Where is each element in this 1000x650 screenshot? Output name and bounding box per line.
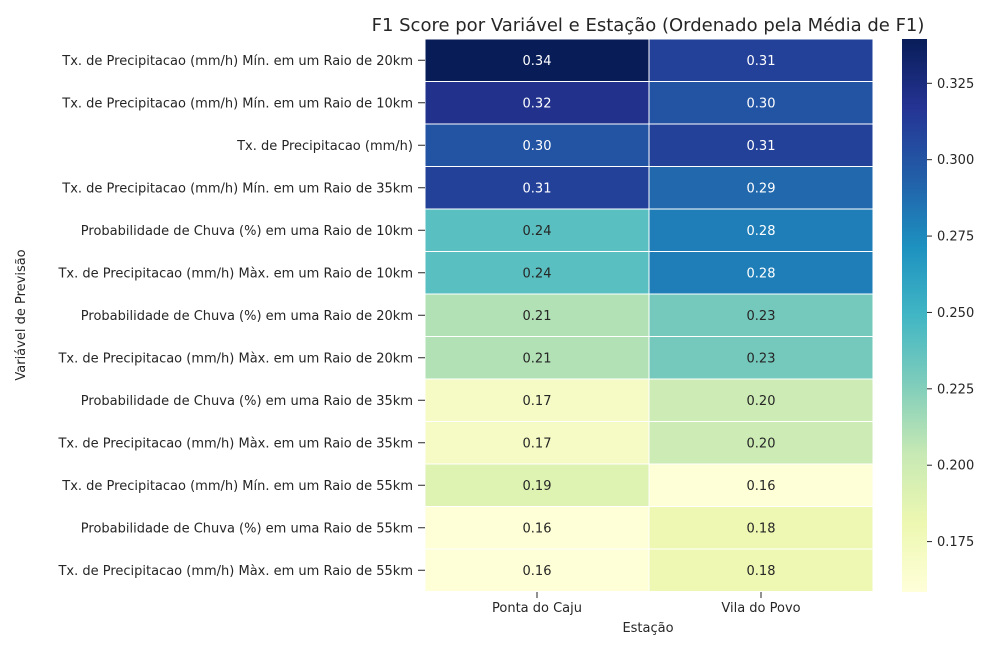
colorbar xyxy=(902,39,927,592)
y-tick-labels: Tx. de Precipitacao (mm/h) Mín. em um Ra… xyxy=(57,54,425,579)
cell-value-label: 0.28 xyxy=(747,224,776,239)
colorbar-tick-label: 0.325 xyxy=(937,77,974,92)
cell-value-label: 0.20 xyxy=(747,394,776,409)
cell-value-label: 0.16 xyxy=(523,564,552,579)
cell-value-label: 0.24 xyxy=(523,266,552,281)
cell-value-label: 0.16 xyxy=(747,479,776,494)
heatmap-cell xyxy=(648,251,874,295)
x-tick-labels: Ponta do Caju Vila do Povo xyxy=(492,592,801,616)
colorbar-tick-label: 0.275 xyxy=(937,230,974,245)
colorbar-ticks: 0.175 0.200 0.225 0.250 0.275 0.300 0.325 xyxy=(927,77,974,550)
heatmap-cell xyxy=(648,208,874,252)
heatmap-cell xyxy=(648,421,874,465)
cell-value-label: 0.23 xyxy=(747,309,776,324)
heatmap-cell xyxy=(648,123,874,167)
cell-value-label: 0.18 xyxy=(747,564,776,579)
colorbar-tick-label: 0.175 xyxy=(937,535,974,550)
cell-value-label: 0.23 xyxy=(747,351,776,366)
colorbar-tick-label: 0.300 xyxy=(937,153,974,168)
cell-value-label: 0.34 xyxy=(523,54,552,69)
heatmap-cell xyxy=(424,38,650,82)
cell-value-label: 0.24 xyxy=(523,224,552,239)
heatmap-cell xyxy=(424,506,650,550)
cell-value-label: 0.21 xyxy=(523,351,552,366)
heatmap-cell xyxy=(424,421,650,465)
cell-value-label: 0.30 xyxy=(747,96,776,111)
x-axis-label: Estação xyxy=(622,621,673,636)
y-axis-label: Variável de Previsão xyxy=(14,249,29,380)
heatmap-cell xyxy=(648,293,874,337)
y-tick-label: Probabilidade de Chuva (%) em uma Raio d… xyxy=(81,521,413,536)
cell-value-label: 0.32 xyxy=(523,96,552,111)
colorbar-tick-label: 0.200 xyxy=(937,459,974,474)
chart-title: F1 Score por Variável e Estação (Ordenad… xyxy=(372,15,925,36)
heatmap-cell xyxy=(648,378,874,422)
y-tick-label: Tx. de Precipitacao (mm/h) Màx. em um Ra… xyxy=(57,436,413,451)
heatmap-cell xyxy=(648,81,874,125)
x-tick-label: Ponta do Caju xyxy=(492,601,582,616)
heatmap-cell xyxy=(648,506,874,550)
y-tick-label: Tx. de Precipitacao (mm/h) Màx. em um Ra… xyxy=(57,351,413,366)
colorbar-tick-label: 0.225 xyxy=(937,382,974,397)
cell-value-label: 0.18 xyxy=(747,521,776,536)
cell-value-label: 0.16 xyxy=(523,521,552,536)
heatmap-cell xyxy=(424,81,650,125)
cell-value-label: 0.31 xyxy=(747,54,776,69)
y-tick-label: Tx. de Precipitacao (mm/h) Mín. em um Ra… xyxy=(61,54,413,69)
cell-value-label: 0.29 xyxy=(747,181,776,196)
cell-value-label: 0.21 xyxy=(523,309,552,324)
cell-value-label: 0.19 xyxy=(523,479,552,494)
colorbar-tick-label: 0.250 xyxy=(937,306,974,321)
cell-value-label: 0.30 xyxy=(523,139,552,154)
cell-value-label: 0.20 xyxy=(747,436,776,451)
y-tick-label: Tx. de Precipitacao (mm/h) xyxy=(236,139,413,154)
y-tick-label: Probabilidade de Chuva (%) em uma Raio d… xyxy=(81,309,413,324)
y-tick-label: Tx. de Precipitacao (mm/h) Màx. em um Ra… xyxy=(57,266,413,281)
heatmap-cell xyxy=(424,463,650,507)
y-tick-label: Probabilidade de Chuva (%) em uma Raio d… xyxy=(81,224,413,239)
cell-value-label: 0.17 xyxy=(523,436,552,451)
y-tick-label: Probabilidade de Chuva (%) em uma Raio d… xyxy=(81,394,413,409)
cell-value-label: 0.17 xyxy=(523,394,552,409)
x-tick-label: Vila do Povo xyxy=(721,601,800,616)
heatmap-cell xyxy=(648,463,874,507)
heatmap-cell xyxy=(648,548,874,592)
heatmap-cell xyxy=(648,336,874,380)
heatmap-cell xyxy=(648,38,874,82)
cell-value-label: 0.28 xyxy=(747,266,776,281)
heatmap-cell xyxy=(648,166,874,210)
y-tick-label: Tx. de Precipitacao (mm/h) Màx. em um Ra… xyxy=(57,564,413,579)
y-tick-label: Tx. de Precipitacao (mm/h) Mín. em um Ra… xyxy=(61,96,413,111)
cell-value-label: 0.31 xyxy=(747,139,776,154)
y-tick-label: Tx. de Precipitacao (mm/h) Mín. em um Ra… xyxy=(61,479,413,494)
cell-value-label: 0.31 xyxy=(523,181,552,196)
heatmap-cell xyxy=(424,548,650,592)
y-tick-label: Tx. de Precipitacao (mm/h) Mín. em um Ra… xyxy=(61,181,413,196)
heatmap-cells: 0.34 0.31 0.32 0.30 0.30 0.31 0.31 0.29 0.24 0.28… xyxy=(424,38,874,592)
